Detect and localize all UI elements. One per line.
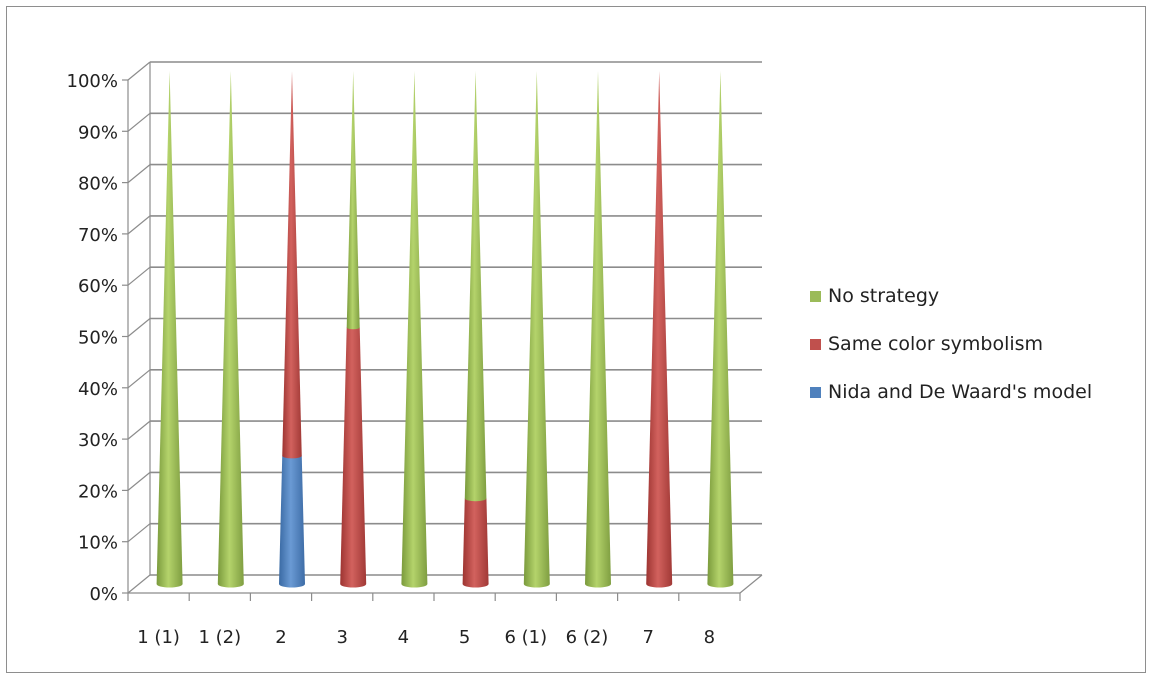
y-tick-label: 0%	[89, 584, 118, 605]
cone-segment-no-strategy	[707, 71, 734, 588]
cone-segment-no-strategy	[464, 71, 487, 502]
y-tick-label: 60%	[78, 276, 118, 297]
x-tick-label: 8	[704, 627, 715, 648]
gridline-side	[127, 164, 151, 184]
legend-label-nida-and-de-waard-s-model: Nida and De Waard's model	[828, 381, 1092, 403]
gridline-side	[127, 61, 151, 81]
gridline-side	[127, 420, 151, 440]
gridline-side	[127, 112, 151, 132]
cone-segment-no-strategy	[585, 71, 611, 588]
cone-segment-no-strategy	[156, 71, 183, 588]
x-tick-label: 7	[642, 627, 653, 648]
x-tick-label: 1 (2)	[198, 627, 241, 648]
gridline-side	[127, 523, 151, 543]
cone-segment-no-strategy	[217, 71, 244, 588]
x-tick-label: 5	[459, 627, 470, 648]
x-tick-label: 6 (2)	[566, 627, 609, 648]
chart-frame	[6, 6, 1146, 673]
y-tick-label: 20%	[78, 481, 118, 502]
floor-edge	[739, 574, 763, 594]
gridline-side	[127, 369, 151, 389]
legend-swatch-nida-and-de-waard-s-model	[810, 387, 821, 398]
cones	[156, 71, 734, 588]
cone-segment-nida-and-de-waard-s-model	[279, 455, 305, 588]
legend-swatch-same-color-symbolism	[810, 339, 821, 350]
y-tick-label: 10%	[78, 533, 118, 554]
x-tick-label: 1 (1)	[137, 627, 180, 648]
gridline-side	[127, 574, 151, 594]
x-tick-label: 3	[336, 627, 347, 648]
cone-segment-same-color-symbolism	[340, 327, 367, 588]
gridline-side	[127, 318, 151, 337]
y-tick-label: 90%	[78, 122, 118, 143]
cone-segment-no-strategy	[346, 71, 360, 330]
cone-segment-no-strategy	[401, 71, 428, 588]
x-tick-label: 2	[275, 627, 286, 648]
cone-segment-same-color-symbolism	[646, 71, 673, 588]
cone-segment-same-color-symbolism	[462, 498, 489, 588]
legend-label-no-strategy: No strategy	[828, 285, 939, 307]
gridline-side	[127, 471, 151, 491]
y-tick-label: 100%	[67, 71, 118, 92]
legend-swatch-no-strategy	[810, 291, 821, 302]
legend-label-same-color-symbolism: Same color symbolism	[828, 333, 1043, 355]
x-tick-label: 4	[398, 627, 409, 648]
y-tick-label: 30%	[78, 430, 118, 451]
y-tick-label: 70%	[78, 225, 118, 246]
y-tick-label: 40%	[78, 379, 118, 400]
x-tick-label: 6 (1)	[504, 627, 547, 648]
cone-segment-same-color-symbolism	[282, 71, 302, 459]
y-tick-label: 50%	[78, 328, 118, 349]
y-tick-label: 80%	[78, 174, 118, 195]
gridline-side	[127, 266, 151, 286]
legend: No strategy Same color symbolism Nida and …	[810, 285, 1092, 403]
gridline-side	[127, 215, 151, 235]
cone-segment-no-strategy	[523, 71, 550, 588]
axes: 0% 10% 20% 30% 40% 50% 60% 70% 80% 90% 100% 1 (1) 1 …	[67, 71, 763, 648]
